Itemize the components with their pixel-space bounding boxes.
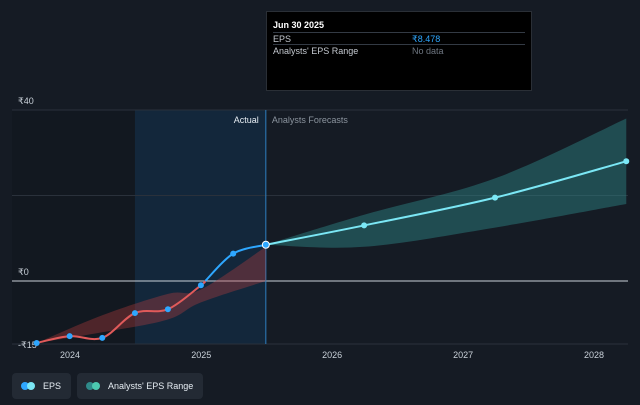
tooltip-row-eps: EPS ₹8.478 <box>273 32 525 44</box>
eps-range-legend-icon <box>86 382 102 390</box>
eps-point <box>66 333 73 340</box>
eps-point <box>99 334 106 341</box>
eps-point <box>131 310 138 317</box>
y-tick-label: -₹15 <box>18 340 37 350</box>
eps-point-current <box>261 240 270 249</box>
legend-item-eps-range[interactable]: Analysts' EPS Range <box>77 373 204 399</box>
forecast-point <box>492 194 499 201</box>
tooltip-panel: Jun 30 2025 EPS ₹8.478 Analysts' EPS Ran… <box>266 11 532 91</box>
eps-point <box>197 282 204 289</box>
eps-point <box>230 250 237 257</box>
tooltip-eps-value: ₹8.478 <box>412 34 441 44</box>
eps-chart: ₹40 ₹0 -₹15 2024 2025 2026 2027 2028 Actual Analy… <box>12 96 630 360</box>
actual-label: Actual <box>234 115 259 125</box>
x-tick-label: 2028 <box>584 350 604 360</box>
chart-legend: EPS Analysts' EPS Range <box>12 373 204 399</box>
tooltip-range-label: Analysts' EPS Range <box>273 46 359 56</box>
eps-legend-icon <box>21 382 37 390</box>
forecast-range-band <box>265 118 627 248</box>
y-tick-label: ₹0 <box>18 267 29 277</box>
x-tick-label: 2025 <box>191 350 211 360</box>
tooltip-date: Jun 30 2025 <box>273 20 325 30</box>
eps-point <box>33 339 40 346</box>
eps-point <box>164 306 171 313</box>
tooltip-row-range: Analysts' EPS Range No data <box>273 44 525 56</box>
tooltip-range-value: No data <box>412 46 444 56</box>
actual-region-shade <box>134 110 266 344</box>
past-estimate-band <box>36 246 266 343</box>
x-tick-label: 2027 <box>453 350 473 360</box>
legend-eps-label: EPS <box>43 381 62 391</box>
past-shade <box>12 110 135 344</box>
x-tick-label: 2026 <box>322 350 342 360</box>
forecast-line <box>265 160 627 246</box>
x-tick-label: 2024 <box>60 350 80 360</box>
legend-eps-range-label: Analysts' EPS Range <box>108 381 194 391</box>
tooltip-eps-label: EPS <box>273 34 292 44</box>
y-tick-label: ₹40 <box>18 96 34 106</box>
legend-item-eps[interactable]: EPS <box>12 373 72 399</box>
forecast-point <box>623 158 630 165</box>
forecast-label: Analysts Forecasts <box>272 115 349 125</box>
forecast-point <box>361 222 368 229</box>
